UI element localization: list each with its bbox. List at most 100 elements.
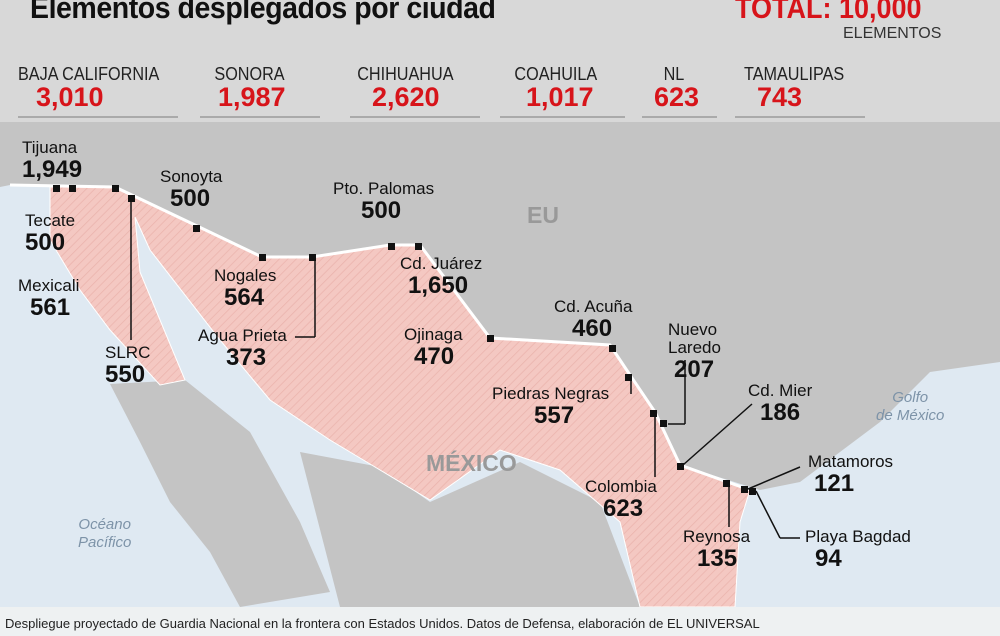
state-name: NL — [663, 64, 685, 84]
city-value: 500 — [361, 196, 402, 224]
city-name: Matamoros — [808, 452, 894, 471]
city-value: 564 — [224, 283, 265, 311]
marker-ojinaga — [487, 335, 494, 342]
city-reynosa: Reynosa 135 — [683, 528, 750, 571]
marker-playa-bagdad — [749, 488, 756, 495]
city-name: Reynosa — [683, 527, 751, 546]
city-cd-juarez: Cd. Juárez 1,650 — [400, 255, 482, 298]
city-name: Pto. Palomas — [333, 179, 435, 198]
marker-tecate — [69, 185, 76, 192]
state-value: 743 — [757, 82, 803, 112]
city-name: Cd. Mier — [748, 381, 813, 400]
city-name: Mexicali — [18, 276, 80, 295]
city-agua-prieta: Agua Prieta 373 — [198, 327, 287, 370]
city-value: 550 — [105, 360, 146, 388]
marker-slrc — [128, 195, 135, 202]
city-value: 561 — [30, 293, 71, 321]
city-mexicali: Mexicali 561 — [18, 277, 79, 320]
city-ojinaga: Ojinaga 470 — [404, 326, 463, 369]
city-value: 623 — [603, 494, 644, 522]
city-matamoros: Matamoros 121 — [808, 453, 893, 496]
state-name: COAHUILA — [514, 64, 598, 84]
marker-mier — [677, 463, 684, 470]
city-value: 500 — [25, 228, 66, 256]
marker-nuevo-laredo — [660, 420, 667, 427]
state-value: 623 — [654, 82, 700, 112]
mexico-label: MÉXICO — [426, 450, 517, 476]
city-nuevo-laredo: Nuevo Laredo 207 — [668, 321, 738, 382]
marker-mexicali — [112, 185, 119, 192]
city-name: Sonoyta — [160, 167, 223, 186]
city-slrc: SLRC 550 — [105, 344, 150, 387]
total-count: TOTAL: 10,000 — [735, 0, 922, 25]
city-name: Agua Prieta — [198, 326, 287, 345]
state-value: 3,010 — [36, 82, 104, 112]
city-name: Nuevo Laredo — [668, 320, 721, 357]
city-value: 94 — [815, 544, 842, 572]
header: Elementos desplegados por ciudad TOTAL: … — [0, 0, 1000, 122]
city-cd-acuna: Cd. Acuña 460 — [554, 298, 632, 341]
caption: Despliegue proyectado de Guardia Naciona… — [0, 607, 1000, 636]
us-land — [0, 122, 1000, 490]
city-playa-bagdad: Playa Bagdad 94 — [805, 528, 911, 571]
state-name: SONORA — [214, 64, 285, 84]
state-name: CHIHUAHUA — [357, 64, 454, 84]
state-value: 1,017 — [526, 82, 594, 112]
marker-reynosa — [723, 480, 730, 487]
marker-nogales — [259, 254, 266, 261]
city-name: Tecate — [25, 211, 76, 230]
marker-matamoros — [741, 486, 748, 493]
city-colombia: Colombia 623 — [585, 478, 657, 521]
city-nogales: Nogales 564 — [214, 267, 276, 310]
state-value: 2,620 — [372, 82, 440, 112]
leader-lines — [130, 198, 801, 539]
city-sonoyta: Sonoyta 500 — [160, 168, 222, 211]
marker-agua-prieta — [309, 254, 316, 261]
city-value: 460 — [572, 314, 613, 342]
marker-tijuana — [53, 185, 60, 192]
city-name: Nogales — [214, 266, 277, 285]
page-title: Elementos desplegados por ciudad — [30, 0, 496, 25]
state-tamaulipas: TAMAULIPAS 743 — [735, 64, 865, 118]
gulf-label: Golfo de México — [876, 389, 945, 424]
marker-sonoyta — [193, 225, 200, 232]
city-value: 500 — [170, 184, 211, 212]
state-sonora: SONORA 1,987 — [200, 64, 320, 118]
city-tijuana: Tijuana 1,949 — [22, 139, 82, 182]
city-value: 135 — [697, 544, 738, 572]
city-value: 373 — [226, 343, 267, 371]
marker-juarez — [415, 243, 422, 250]
city-name: Cd. Juárez — [400, 254, 483, 273]
city-value: 470 — [414, 342, 455, 370]
state-chihuahua: CHIHUAHUA 2,620 — [350, 64, 480, 118]
total-unit: ELEMENTOS — [843, 25, 942, 42]
marker-colombia — [650, 410, 657, 417]
city-name: Colombia — [585, 477, 657, 496]
state-name: BAJA CALIFORNIA — [18, 64, 160, 84]
city-value: 186 — [760, 398, 801, 426]
city-value: 557 — [534, 401, 575, 429]
marker-palomas — [388, 243, 395, 250]
marker-piedras-negras — [625, 374, 632, 381]
city-value: 121 — [814, 469, 855, 497]
city-pto-palomas: Pto. Palomas 500 — [333, 180, 434, 223]
city-cd-mier: Cd. Mier 186 — [748, 382, 812, 425]
city-name: Piedras Negras — [492, 384, 610, 403]
city-value: 1,650 — [408, 271, 469, 299]
state-value: 1,987 — [218, 82, 286, 112]
state-coahuila: COAHUILA 1,017 — [500, 64, 625, 118]
city-piedras-negras: Piedras Negras 557 — [492, 385, 609, 428]
city-name: Playa Bagdad — [805, 527, 911, 546]
city-name: SLRC — [105, 343, 151, 362]
marker-acuna — [609, 345, 616, 352]
city-tecate: Tecate 500 — [25, 212, 75, 255]
mexico-south-land — [110, 380, 640, 607]
city-name: Ojinaga — [404, 325, 463, 344]
state-baja-california: BAJA CALIFORNIA 3,010 — [18, 64, 178, 118]
state-name: TAMAULIPAS — [744, 64, 845, 84]
city-name: Cd. Acuña — [554, 297, 633, 316]
city-value: 1,949 — [22, 155, 83, 183]
city-name: Tijuana — [22, 138, 78, 157]
state-nl: NL 623 — [642, 64, 717, 118]
us-label: EU — [527, 202, 559, 228]
